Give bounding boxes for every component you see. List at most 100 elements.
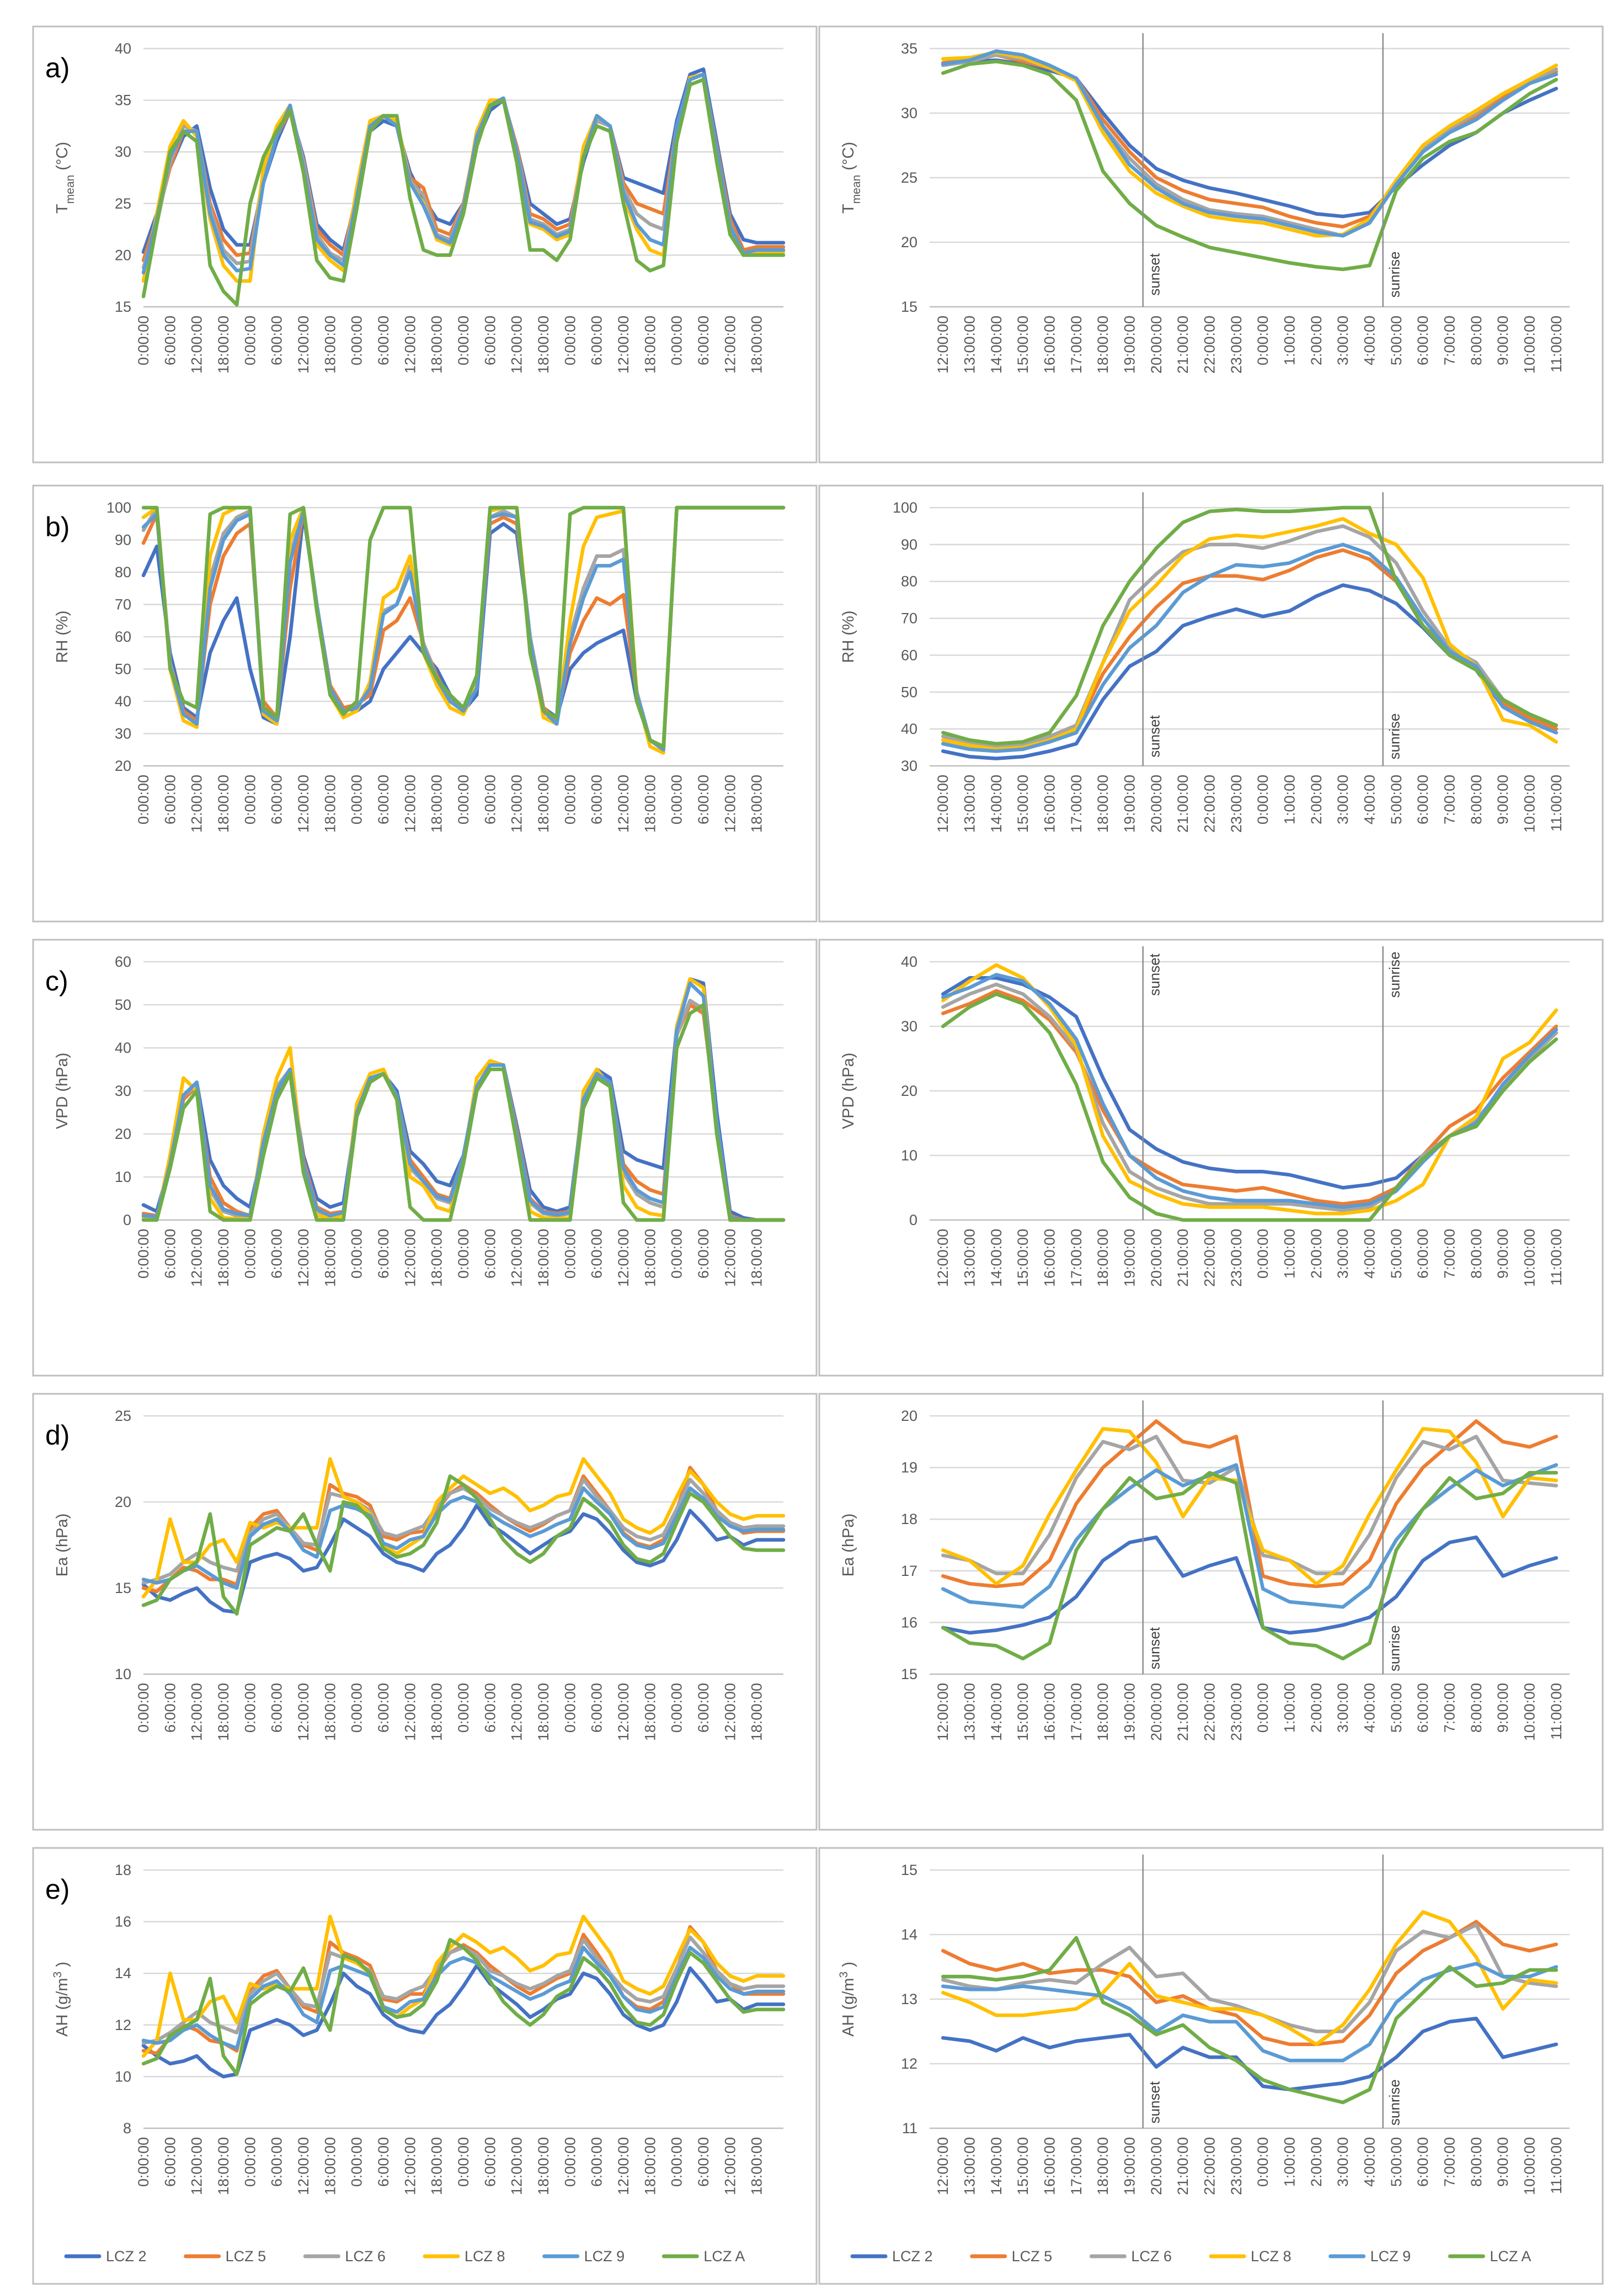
panel-label: a)	[45, 52, 70, 83]
y-tick-label: 50	[115, 661, 131, 678]
x-tick-label: 8:00:00	[1468, 1683, 1485, 1733]
x-tick-label: 14:00:00	[988, 316, 1005, 374]
panel-frame	[818, 25, 1604, 464]
y-tick-label: 20	[901, 234, 917, 251]
y-tick-label: 18	[115, 1862, 131, 1878]
x-tick-label: 0:00:00	[135, 1683, 152, 1733]
x-tick-label: 18:00:00	[642, 1229, 658, 1287]
x-tick-label: 0:00:00	[242, 316, 258, 365]
x-tick-label: 18:00:00	[535, 2137, 552, 2195]
series-line-lcz-8	[941, 1427, 1559, 1586]
event-label-sunrise: sunrise	[1386, 951, 1403, 998]
x-tick-label: 0:00:00	[349, 2137, 365, 2187]
y-tick-label: 20	[115, 1494, 131, 1510]
y-tick-label: 40	[901, 721, 917, 737]
x-tick-label: 23:00:00	[1228, 1683, 1245, 1741]
legend-label: LCZ 5	[1012, 2248, 1053, 2265]
x-tick-label: 12:00:00	[509, 1229, 525, 1287]
x-tick-label: 18:00:00	[642, 2137, 658, 2195]
x-tick-label: 6:00:00	[589, 1229, 605, 1278]
y-tick-label: 18	[901, 1511, 917, 1527]
x-tick-label: 12:00:00	[509, 2137, 525, 2195]
x-tick-label: 14:00:00	[988, 1229, 1005, 1287]
x-tick-label: 12:00:00	[935, 1683, 951, 1741]
x-tick-label: 13:00:00	[962, 1229, 978, 1287]
x-tick-label: 18:00:00	[535, 316, 552, 374]
x-tick-label: 23:00:00	[1228, 775, 1245, 833]
x-tick-label: 18:00:00	[215, 1229, 232, 1287]
series-line-lcz-6	[941, 524, 1559, 749]
x-tick-label: 6:00:00	[1415, 1229, 1431, 1278]
y-tick-label: 25	[901, 169, 917, 186]
x-tick-label: 0:00:00	[669, 316, 685, 365]
x-tick-label: 22:00:00	[1202, 316, 1218, 374]
series-line-lcz-2	[141, 1503, 786, 1614]
x-tick-label: 6:00:00	[589, 1683, 605, 1733]
x-tick-label: 6:00:00	[375, 1229, 392, 1278]
chart-panel-a-right: 15 20 25 30 35 Tmean (°C) sunset sunrise 12:00:0…	[818, 25, 1604, 464]
x-tick-label: 9:00:00	[1495, 2137, 1511, 2187]
x-tick-label: 3:00:00	[1335, 2137, 1351, 2187]
x-tick-label: 6:00:00	[695, 775, 712, 824]
x-tick-label: 18:00:00	[642, 316, 658, 374]
x-tick-label: 3:00:00	[1335, 1229, 1351, 1278]
x-tick-label: 0:00:00	[455, 316, 472, 365]
series-line-lcz-a	[141, 1474, 786, 1616]
panel-frame	[32, 1847, 818, 2285]
x-tick-label: 18:00:00	[322, 1229, 338, 1287]
y-axis-title: AH (g/m3 )	[51, 1962, 72, 2037]
x-tick-label: 6:00:00	[695, 2137, 712, 2187]
x-tick-label: 6:00:00	[482, 1229, 498, 1278]
x-tick-label: 12:00:00	[295, 1683, 312, 1741]
x-tick-label: 12:00:00	[402, 1229, 418, 1287]
y-tick-label: 90	[115, 532, 131, 548]
x-tick-label: 18:00:00	[429, 1683, 445, 1741]
y-tick-label: 70	[115, 596, 131, 613]
x-tick-label: 6:00:00	[482, 1683, 498, 1733]
y-tick-label: 15	[115, 1580, 131, 1596]
x-tick-label: 0:00:00	[669, 775, 685, 824]
event-label-sunset: sunset	[1146, 953, 1163, 995]
x-tick-label: 6:00:00	[375, 775, 392, 824]
x-tick-label: 0:00:00	[562, 775, 578, 824]
x-tick-label: 16:00:00	[1042, 1683, 1058, 1741]
y-tick-label: 30	[115, 726, 131, 742]
x-tick-label: 4:00:00	[1362, 316, 1378, 365]
y-axis-title: Tmean (°C)	[840, 142, 863, 214]
y-tick-label: 0	[909, 1212, 917, 1228]
x-tick-label: 13:00:00	[962, 316, 978, 374]
series-line-lcz-2	[141, 1963, 786, 2079]
x-tick-label: 18:00:00	[1095, 316, 1111, 374]
x-tick-label: 5:00:00	[1388, 775, 1405, 824]
x-tick-label: 15:00:00	[1015, 1683, 1031, 1741]
y-tick-label: 50	[901, 684, 917, 700]
x-tick-label: 12:00:00	[615, 2137, 632, 2195]
x-tick-label: 4:00:00	[1362, 1683, 1378, 1733]
y-tick-label: 25	[115, 1408, 131, 1424]
x-tick-label: 23:00:00	[1228, 1229, 1245, 1287]
x-tick-label: 1:00:00	[1282, 775, 1298, 824]
x-tick-label: 21:00:00	[1175, 316, 1191, 374]
y-tick-label: 15	[901, 299, 917, 315]
x-tick-label: 0:00:00	[1255, 2137, 1271, 2187]
x-tick-label: 18:00:00	[215, 1683, 232, 1741]
y-tick-label: 80	[115, 564, 131, 580]
x-tick-label: 19:00:00	[1122, 316, 1138, 374]
x-tick-label: 18:00:00	[322, 775, 338, 833]
x-tick-label: 18:00:00	[1095, 1683, 1111, 1741]
x-tick-label: 9:00:00	[1495, 1229, 1511, 1278]
y-tick-label: 30	[901, 105, 917, 121]
y-tick-label: 90	[901, 536, 917, 553]
y-tick-label: 14	[901, 1926, 917, 1943]
x-tick-label: 8:00:00	[1468, 316, 1485, 365]
series-line-lcz-a	[941, 992, 1559, 1222]
x-tick-label: 4:00:00	[1362, 2137, 1378, 2187]
x-tick-label: 6:00:00	[1415, 1683, 1431, 1733]
x-tick-label: 12:00:00	[189, 2137, 205, 2195]
series-line-lcz-2	[941, 1535, 1559, 1635]
y-tick-label: 15	[901, 1862, 917, 1878]
x-tick-label: 18:00:00	[1095, 775, 1111, 833]
x-tick-label: 19:00:00	[1122, 775, 1138, 833]
y-tick-label: 30	[901, 758, 917, 774]
